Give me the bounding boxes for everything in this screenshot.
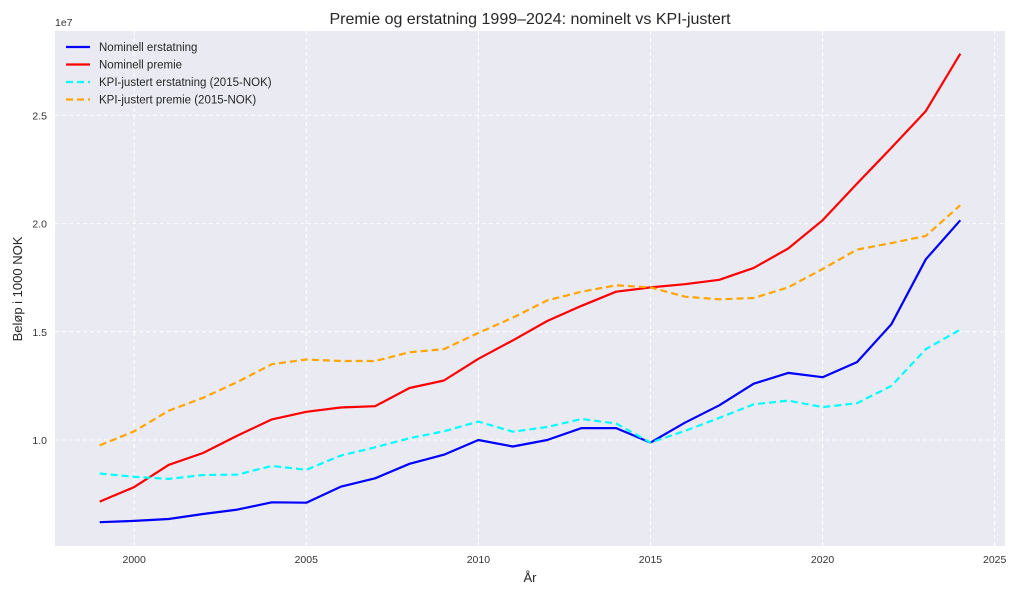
series-line-kpi-justert-premie-2015-nok — [99, 204, 962, 447]
chart-title: Premie og erstatning 1999–2024: nominelt… — [329, 11, 731, 28]
grid — [55, 31, 1005, 546]
series-layer — [99, 53, 962, 524]
x-tick-label: 2005 — [295, 554, 319, 566]
plot-background — [55, 31, 1005, 546]
x-tick-label: 2020 — [811, 554, 835, 566]
y-axis-label: Beløp i 1000 NOK — [10, 236, 25, 341]
legend-label-nominell-erstatning: Nominell erstatning — [99, 42, 197, 54]
y-tick-label: 1.5 — [32, 327, 47, 339]
legend-label-kpi-justert-erstatning-2015-nok: KPI-justert erstatning (2015-NOK) — [99, 77, 272, 89]
x-tick-label: 2015 — [639, 554, 663, 566]
x-axis-ticks: 2000 2005 2010 2015 2020 2025 — [122, 554, 1006, 566]
y-tick-label: 2.5 — [32, 110, 47, 122]
x-tick-label: 2010 — [467, 554, 491, 566]
legend-label-kpi-justert-premie-2015-nok: KPI-justert premie (2015-NOK) — [99, 95, 256, 107]
x-axis-label: År — [524, 570, 538, 585]
legend: Nominell erstatning Nominell premie KPI-ju… — [66, 42, 272, 107]
series-line-nominell-premie — [99, 53, 962, 503]
y-tick-label: 2.0 — [32, 219, 47, 231]
legend-label-nominell-premie: Nominell premie — [99, 60, 182, 72]
x-tick-label: 2025 — [983, 554, 1007, 566]
series-line-nominell-erstatning — [99, 219, 962, 524]
y-axis-ticks: 1.0 1.5 2.0 2.5 — [32, 110, 47, 447]
y-axis-offset-label: 1e7 — [55, 17, 73, 29]
y-tick-label: 1.0 — [32, 435, 47, 447]
x-tick-label: 2000 — [122, 554, 146, 566]
series-line-kpi-justert-erstatning-2015-nok — [99, 328, 961, 480]
